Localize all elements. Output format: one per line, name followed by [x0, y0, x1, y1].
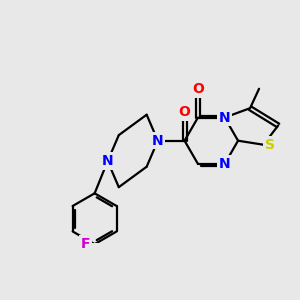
Text: S: S	[265, 138, 275, 152]
Text: O: O	[192, 82, 204, 96]
Text: N: N	[219, 157, 230, 171]
Text: O: O	[178, 105, 190, 119]
Text: N: N	[102, 154, 113, 168]
Text: N: N	[219, 110, 230, 124]
Text: N: N	[152, 134, 164, 148]
Text: F: F	[81, 237, 90, 251]
